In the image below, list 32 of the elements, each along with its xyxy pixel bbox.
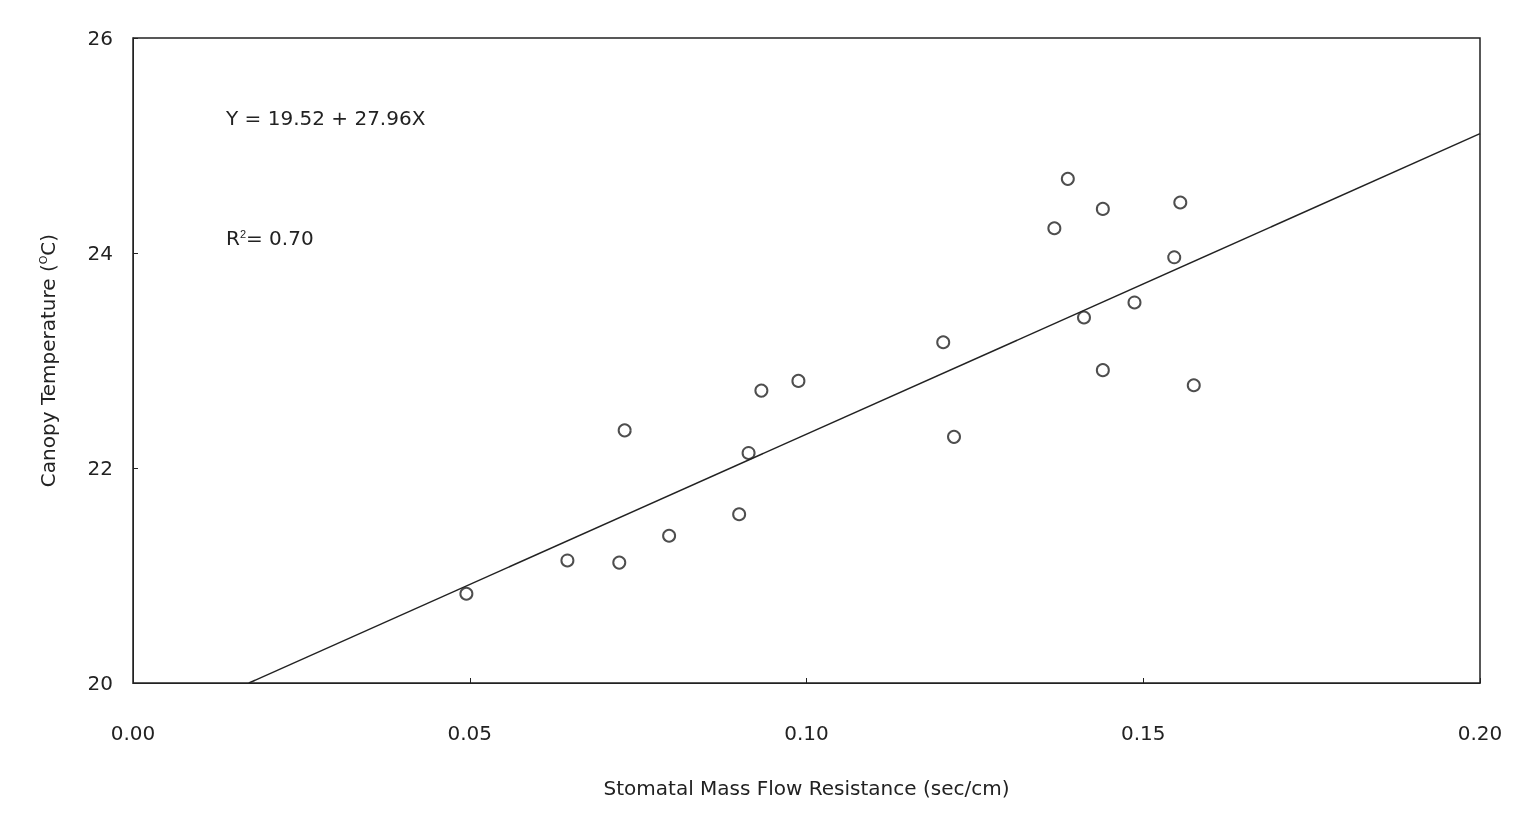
point [732, 507, 747, 522]
point [1095, 201, 1110, 216]
point [1060, 171, 1075, 186]
y-tick-label: 22 [87, 456, 113, 480]
point [1167, 250, 1182, 265]
x-tick-label: 0.05 [447, 721, 493, 745]
y-axis-title: Canopy Temperature (OC) [36, 233, 60, 488]
y-tick-label: 20 [87, 671, 113, 695]
point [662, 528, 677, 543]
point [560, 553, 575, 568]
x-tick-label: 0.10 [784, 721, 829, 745]
point [1173, 195, 1188, 210]
point [936, 335, 951, 350]
point [1127, 295, 1142, 310]
x-tick-label: 0.00 [110, 721, 156, 745]
annotation: Y = 19.52 + 27.96X [225, 106, 426, 130]
y-tick-label: 24 [87, 241, 113, 265]
point [754, 383, 769, 398]
point [1047, 221, 1062, 236]
point [459, 586, 474, 601]
point [1095, 363, 1110, 378]
point [791, 373, 806, 388]
point [617, 423, 632, 438]
x-tick-label: 0.20 [1457, 721, 1503, 745]
point [1186, 378, 1201, 393]
x-tick-label: 0.15 [1120, 721, 1166, 745]
x-axis-title: Stomatal Mass Flow Resistance (sec/cm) [603, 776, 1010, 800]
point [947, 429, 961, 444]
point [741, 445, 756, 460]
point [612, 555, 627, 570]
point [1076, 310, 1091, 325]
y-tick-label: 26 [87, 26, 113, 50]
